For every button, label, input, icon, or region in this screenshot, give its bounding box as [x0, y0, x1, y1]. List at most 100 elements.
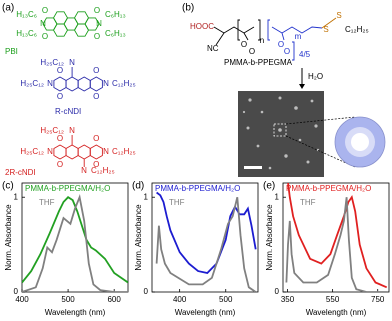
legend-label: PMMA-b-PPEGMA/H₂O [155, 184, 240, 193]
atom-label: H₂₅C₁₂ [20, 79, 44, 88]
y-tick-label: 1 [14, 192, 19, 201]
polymer-label: 4/5 [299, 50, 311, 59]
x-tick-label: 400 [15, 295, 29, 304]
atom-label: O [93, 92, 99, 101]
zoom-line [285, 135, 356, 168]
atom-label: C₁₂H₂₅ [91, 166, 115, 175]
atom-label: C₁₂H₂₅ [112, 79, 136, 88]
ring [77, 76, 91, 92]
legend-label: THF [169, 198, 185, 207]
y-axis-label: Norm. Absorbance [265, 204, 274, 271]
polymer-name: PMMA-b-PPEGMA [224, 58, 293, 67]
molecule-name: PBI [5, 47, 18, 56]
atom-label: C₁₂H₂₅ [112, 147, 136, 156]
data-line [22, 196, 128, 284]
x-tick-label: 500 [219, 295, 233, 304]
y-tick-label: 1 [275, 192, 280, 201]
atom-label: O [93, 66, 99, 75]
atom-label: O [57, 66, 63, 75]
polymer-label: NC [207, 44, 219, 53]
atom-label: C₆H₁₃ [105, 29, 126, 38]
legend-label: THF [39, 198, 55, 207]
ring [77, 144, 91, 160]
x-tick-label: 500 [61, 295, 75, 304]
atom-label: O [57, 134, 63, 143]
atom-label: H₂₅C₁₂ [40, 126, 64, 135]
y-tick-label: 0 [275, 287, 280, 296]
panel-label: (a) [2, 3, 14, 14]
ring [65, 144, 79, 160]
micelle [334, 116, 386, 168]
polymer-label: C₁₂H₂₅ [345, 25, 369, 34]
panel-label: (c) [2, 181, 14, 192]
x-tick-label: 400 [173, 295, 187, 304]
data-line [22, 194, 128, 292]
ring [89, 76, 103, 92]
ring [84, 17, 100, 31]
polymer-structure [213, 17, 337, 61]
atom-label: N [81, 166, 87, 175]
atom-label: O [94, 6, 100, 15]
x-axis-label: Wavelength (nm) [45, 308, 106, 317]
axes-frame [282, 182, 390, 293]
ring [53, 76, 67, 92]
data-line [155, 196, 257, 292]
atom-label: O [42, 32, 48, 41]
y-tick-label: 0 [14, 287, 19, 296]
polymer-label: O [284, 47, 290, 56]
atom-label: O [57, 92, 63, 101]
atom-label: O [93, 134, 99, 143]
x-tick-label: 550 [326, 295, 340, 304]
atom-label: N [69, 58, 75, 67]
polymer-label: S [336, 11, 341, 20]
polymer-label: O [241, 40, 247, 49]
panel-label: (e) [263, 181, 275, 192]
atom-label: H₁₃C₆ [16, 10, 37, 19]
atom-label: N [47, 79, 53, 88]
x-tick-label: 600 [107, 295, 121, 304]
polymer-label: O [278, 40, 284, 49]
molecule-name: R-cNDI [55, 107, 81, 116]
x-tick-label: 750 [371, 295, 385, 304]
ring [65, 76, 79, 92]
atom-label: N [103, 79, 109, 88]
legend-label: PMMA-b-PPEGMA/H₂O [25, 184, 110, 193]
polymer-label: n [260, 36, 264, 45]
atom-label: N [69, 126, 75, 135]
molecule-name: 2R-cNDI [5, 168, 36, 177]
panel-label: (b) [182, 3, 194, 14]
atom-label: N [96, 19, 102, 28]
zoom-line [285, 116, 356, 125]
atom-label: H₂₅C₁₂ [40, 58, 64, 67]
x-axis-label: Wavelength (nm) [306, 308, 367, 317]
x-axis-label: Wavelength (nm) [175, 308, 236, 317]
axes-frame [21, 182, 129, 293]
solvent: H₂O [308, 72, 323, 81]
data-line [287, 183, 388, 289]
atom-label: N [40, 19, 46, 28]
polymer-label: S [323, 25, 328, 34]
atom-label: O [57, 160, 63, 169]
legend-label: PMMA-b-PPEGMA/H₂O [286, 184, 371, 193]
atom-label: O [94, 32, 100, 41]
atom-label: N [47, 147, 53, 156]
x-tick-label: 350 [281, 295, 295, 304]
ring [53, 144, 67, 160]
atom-label: C₆H₁₃ [105, 10, 126, 19]
y-axis-label: Norm. Absorbance [4, 204, 13, 271]
panel-label: (d) [132, 181, 144, 192]
atom-label: H₂₅C₁₂ [20, 147, 44, 156]
atom-label: O [42, 6, 48, 15]
arrow-head [299, 84, 305, 89]
atom-label: N [103, 147, 109, 156]
legend-label: THF [300, 198, 316, 207]
y-tick-label: 1 [144, 192, 149, 201]
tem-image [238, 91, 324, 177]
molecule [42, 11, 100, 37]
polymer-label: HOOC [190, 22, 214, 31]
y-tick-label: 0 [144, 287, 149, 296]
data-line [285, 197, 387, 292]
polymer-label: O [249, 47, 255, 56]
polymer-label: m [295, 32, 302, 41]
